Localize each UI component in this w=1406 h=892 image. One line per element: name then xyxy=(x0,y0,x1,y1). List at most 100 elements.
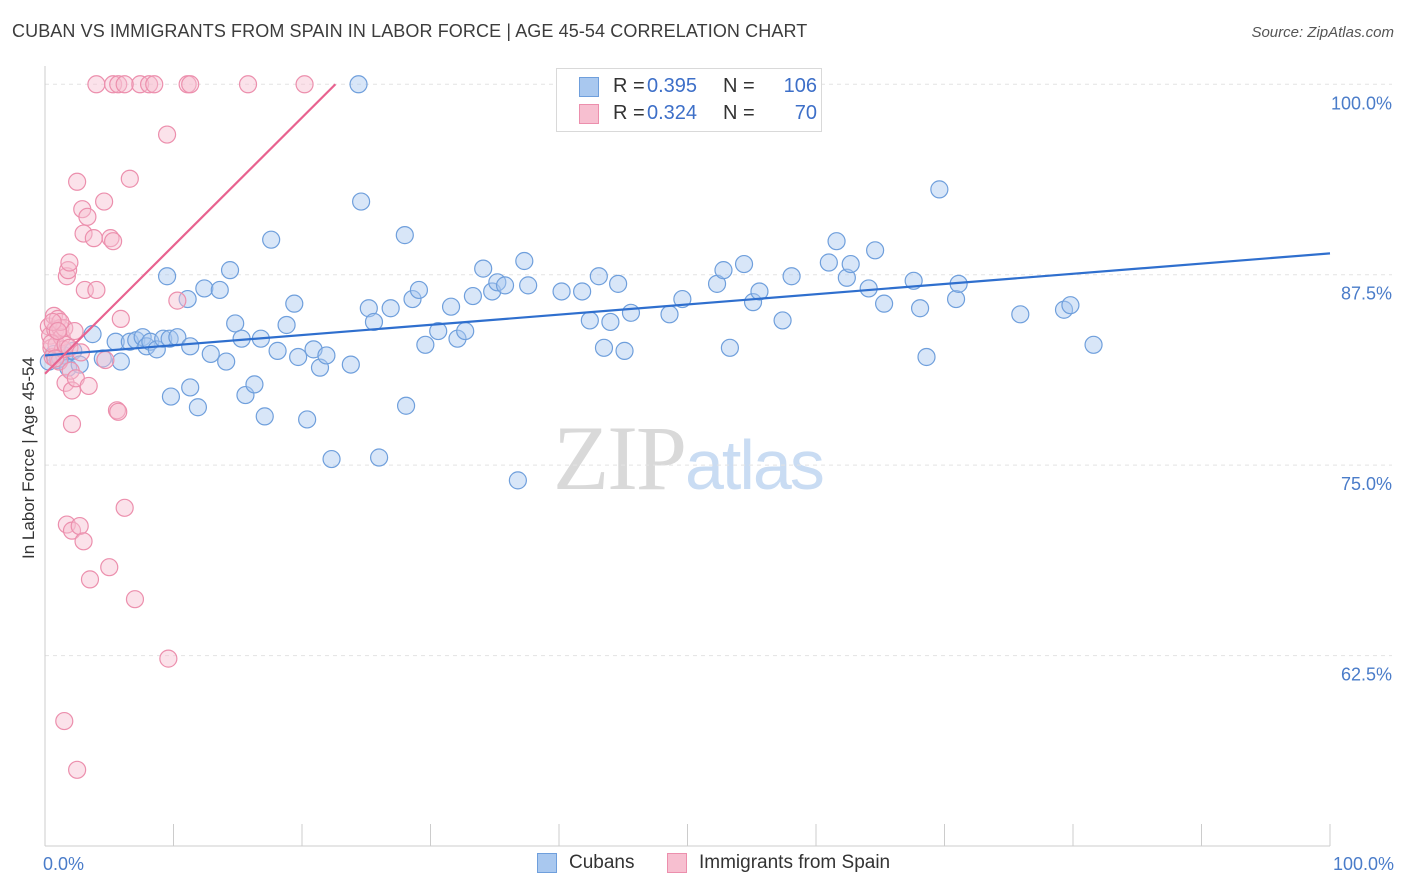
spain-point xyxy=(109,402,128,421)
spain-point xyxy=(181,75,200,94)
spain-swatch xyxy=(579,104,599,124)
cubans-point xyxy=(341,355,360,374)
spain-point xyxy=(60,253,79,272)
trend-lines xyxy=(44,83,1331,375)
cubans-point xyxy=(495,276,515,295)
cubans-point xyxy=(819,253,838,272)
spain-point xyxy=(68,172,87,191)
spain-point xyxy=(100,558,119,577)
spain-point xyxy=(87,75,106,94)
cubans-point xyxy=(359,299,378,318)
cubans-point xyxy=(859,279,878,298)
cubans-point xyxy=(83,325,102,344)
cubans-point xyxy=(773,311,792,330)
cubans-point xyxy=(226,314,245,333)
cubans-point xyxy=(429,321,448,341)
watermark-atlas: atlas xyxy=(685,426,825,504)
cubans-point xyxy=(866,241,885,260)
spain-point xyxy=(238,75,258,94)
cubans-point xyxy=(660,305,679,324)
legend-label-cubans: Cubans xyxy=(569,852,635,873)
cubans-point xyxy=(289,347,308,367)
cubans-point xyxy=(395,226,414,245)
cubans-point xyxy=(111,352,130,371)
x-tick-label: 0.0% xyxy=(43,854,84,874)
stats-legend: R = 0.395 N = 106 R = 0.324 N = 70 xyxy=(556,68,822,132)
cubans-point xyxy=(552,282,571,301)
cubans-point xyxy=(621,303,641,322)
cubans-point xyxy=(160,329,179,348)
cubans-point xyxy=(930,180,949,199)
r-label: R = xyxy=(613,75,645,97)
spain-point xyxy=(79,376,98,396)
spain-point xyxy=(95,192,114,211)
n-value: 106 xyxy=(783,75,817,97)
n-label: N = xyxy=(723,102,755,124)
spain-point xyxy=(74,224,93,243)
x-tick-label: 100.0% xyxy=(1333,854,1394,874)
legend-label-spain: Immigrants from Spain xyxy=(699,852,891,873)
spain-point xyxy=(101,229,120,248)
spain-point xyxy=(139,75,159,94)
r-label: R = xyxy=(613,102,645,124)
cubans-point xyxy=(255,407,274,426)
cubans-point xyxy=(370,448,389,467)
cubans-point xyxy=(1011,305,1030,324)
cubans-swatch xyxy=(579,77,599,97)
cubans-point xyxy=(277,315,296,335)
spain-point xyxy=(111,309,130,328)
cubans-point xyxy=(195,279,214,298)
spain-point xyxy=(109,75,128,94)
r-value: 0.395 xyxy=(647,75,698,97)
spain-point xyxy=(62,414,82,434)
cubans-trend-line xyxy=(44,252,1331,357)
cubans-point xyxy=(416,335,435,354)
r-value: 0.324 xyxy=(647,102,698,124)
cubans-point xyxy=(396,396,416,415)
spain-point xyxy=(57,267,76,286)
cubans-point xyxy=(580,311,599,330)
cubans-point xyxy=(154,329,173,348)
cubans-point xyxy=(448,329,467,348)
watermark: ZIPatlas xyxy=(553,405,825,511)
spain-point xyxy=(43,312,62,332)
spain-point xyxy=(87,280,106,300)
cubans-point xyxy=(720,338,740,357)
cubans-point xyxy=(352,192,371,211)
cubans-point xyxy=(381,299,400,318)
spain-point xyxy=(70,516,89,536)
cubans-points xyxy=(39,75,1103,490)
cubans-point xyxy=(837,268,856,287)
cubans-point xyxy=(322,449,341,469)
spain-point xyxy=(115,498,134,517)
cubans-point xyxy=(210,280,229,300)
spain-point xyxy=(48,321,67,341)
cubans-point xyxy=(349,75,368,94)
cubans-point xyxy=(403,289,422,309)
cubans-point xyxy=(1084,335,1103,354)
y-tick-label: 75.0% xyxy=(1341,474,1392,494)
spain-point xyxy=(120,169,139,188)
spain-point xyxy=(80,570,100,589)
cubans-point xyxy=(714,261,733,280)
spain-trend-line xyxy=(44,83,337,375)
cubans-point xyxy=(750,282,769,301)
cubans-point xyxy=(573,282,592,301)
cubans-point xyxy=(875,294,894,313)
cubans-point xyxy=(298,410,317,429)
axes xyxy=(44,66,1331,847)
cubans-point xyxy=(441,297,461,316)
cubans-point xyxy=(181,337,200,356)
y-axis-label: In Labor Force | Age 45-54 xyxy=(19,357,38,559)
spain-point xyxy=(59,261,78,280)
y-tick-label: 62.5% xyxy=(1341,665,1392,685)
n-value: 70 xyxy=(794,102,817,124)
spain-points xyxy=(39,75,314,779)
cubans-point xyxy=(508,471,527,490)
cubans-point xyxy=(161,387,181,406)
source-label: Source: ZipAtlas.com xyxy=(1251,24,1394,41)
cubans-point xyxy=(262,230,281,249)
spain-point xyxy=(55,711,74,731)
y-tick-label: 100.0% xyxy=(1331,93,1392,113)
